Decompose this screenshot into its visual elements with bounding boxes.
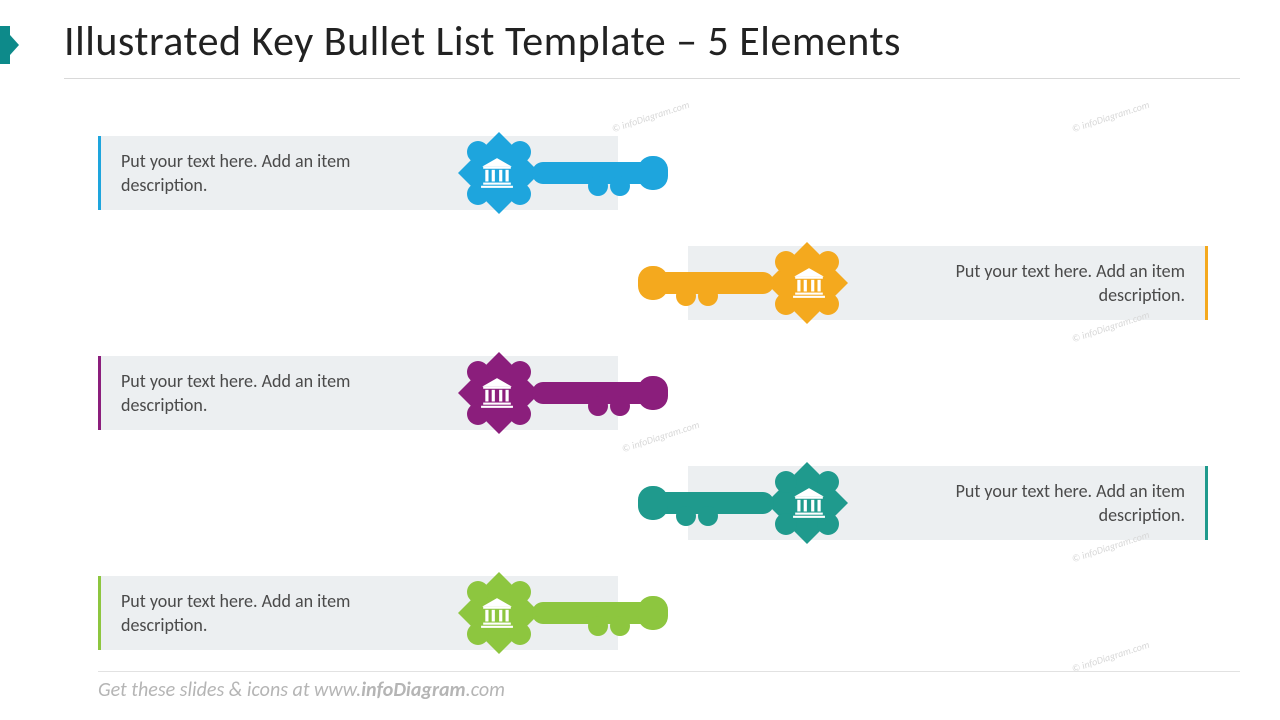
item-text: Put your text here. Add an item descript… (121, 369, 438, 418)
bullet-list: Put your text here. Add an item descript… (98, 128, 1208, 678)
bank-icon (480, 596, 514, 630)
bank-icon (792, 266, 826, 300)
key-shape (618, 462, 848, 544)
item-text: Put your text here. Add an item descript… (121, 149, 438, 198)
page-title: Illustrated Key Bullet List Template – 5… (64, 16, 901, 67)
key-shape (458, 352, 688, 434)
list-item: Put your text here. Add an item descript… (98, 458, 1208, 548)
key-shape (458, 572, 688, 654)
footer-suffix: .com (466, 678, 505, 702)
list-item: Put your text here. Add an item descript… (98, 348, 1208, 438)
key-shape (458, 132, 688, 214)
bank-icon (480, 156, 514, 190)
item-text: Put your text here. Add an item descript… (868, 479, 1185, 528)
bank-icon (480, 376, 514, 410)
slide: Illustrated Key Bullet List Template – 5… (0, 0, 1280, 720)
key-shape (618, 242, 848, 324)
list-item: Put your text here. Add an item descript… (98, 568, 1208, 658)
footer-brand: infoDiagram (361, 678, 466, 702)
title-rule (64, 78, 1240, 79)
item-text: Put your text here. Add an item descript… (121, 589, 438, 638)
footer-rule (98, 671, 1240, 672)
bank-icon (792, 486, 826, 520)
footer-prefix: Get these slides & icons at www. (98, 678, 361, 702)
list-item: Put your text here. Add an item descript… (98, 238, 1208, 328)
title-accent (0, 26, 10, 64)
footer-credit: Get these slides & icons at www.infoDiag… (98, 678, 505, 702)
item-text: Put your text here. Add an item descript… (868, 259, 1185, 308)
list-item: Put your text here. Add an item descript… (98, 128, 1208, 218)
